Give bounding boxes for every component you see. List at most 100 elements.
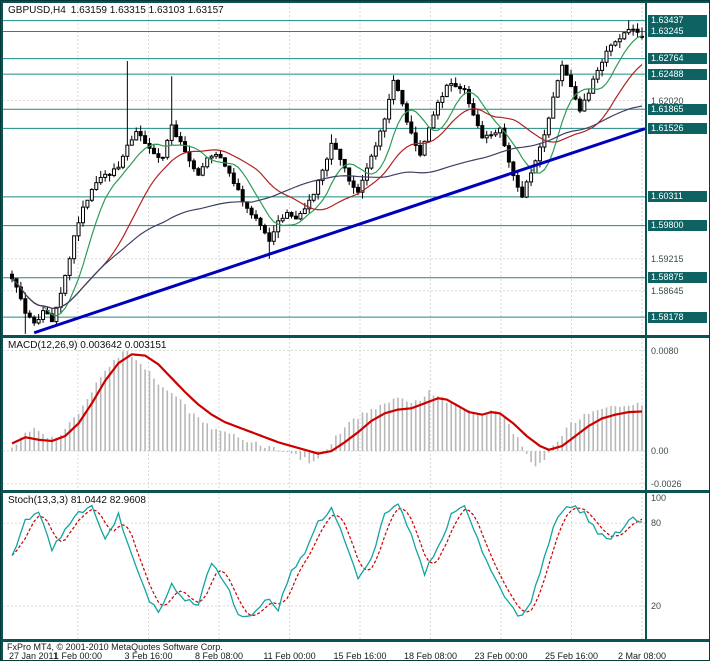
candle [36, 313, 41, 325]
candle [320, 168, 325, 186]
candle [391, 75, 396, 105]
candle [289, 211, 294, 219]
support-resistance-lines [3, 20, 645, 318]
stochastic-canvas[interactable] [3, 493, 645, 639]
candle [582, 93, 587, 112]
candle [41, 306, 46, 323]
candle [573, 81, 578, 101]
candle [183, 136, 188, 153]
candle [262, 223, 267, 235]
candle [240, 185, 245, 207]
time-axis-label: 25 Feb 16:00 [544, 651, 599, 661]
price-scale-label: 1.62020 [651, 95, 684, 106]
candle [631, 24, 636, 36]
candle [27, 310, 32, 319]
time-axis-label: 18 Feb 08:00 [403, 651, 458, 661]
candle [209, 154, 214, 164]
candle [200, 162, 205, 177]
macd-level-lines [3, 350, 645, 485]
candle [32, 315, 37, 326]
candle [120, 154, 125, 170]
candle [546, 116, 551, 138]
price-level-badge: 1.62764 [648, 53, 707, 65]
candle [378, 129, 383, 151]
time-axis-label: 23 Feb 00:00 [474, 651, 528, 661]
stochastic-title: Stoch(13,3,3) 81.0442 82.9608 [8, 495, 146, 506]
time-axis-label: 8 Feb 08:00 [194, 651, 244, 661]
candle [369, 153, 374, 170]
price-chart-panel[interactable]: GBPUSD,H4 1.63159 1.63315 1.63103 1.63157 [3, 3, 645, 335]
candle [608, 43, 613, 57]
candle [466, 85, 471, 108]
stochastic-panel[interactable]: Stoch(13,3,3) 81.0442 82.9608 [3, 493, 645, 639]
candle [418, 140, 423, 158]
candle [560, 60, 565, 87]
candle [196, 166, 201, 176]
price-level-badge: 1.60311 [648, 191, 707, 203]
candle [298, 210, 303, 221]
macd-scale[interactable]: 0.0080 0.00 -0.0026 [647, 338, 709, 490]
candle [586, 88, 591, 103]
candle [449, 78, 454, 92]
horizontal-gridlines [3, 100, 645, 292]
candle [169, 76, 174, 146]
price-level-badge: 1.61526 [648, 122, 707, 134]
candle [271, 225, 276, 246]
candle [329, 134, 334, 165]
candle [231, 168, 236, 187]
candle [515, 171, 520, 192]
stochastic-main-line [11, 503, 643, 618]
candle [382, 117, 387, 138]
moving-average-55 [11, 105, 643, 309]
price-level-badge: 1.63245 [648, 25, 707, 37]
candle [427, 126, 432, 142]
candle [178, 131, 183, 146]
candle [524, 179, 529, 199]
candle [222, 157, 227, 168]
price-level-badge: 1.58875 [648, 272, 707, 284]
candle [622, 31, 627, 41]
price-scale-label: 1.59215 [651, 253, 684, 264]
candle [143, 130, 148, 144]
candle [413, 126, 418, 152]
macd-title: MACD(12,26,9) 0.003642 0.003151 [8, 340, 167, 351]
candle [444, 83, 449, 98]
candle [205, 157, 210, 169]
trend-line[interactable] [33, 127, 645, 335]
candle [276, 215, 281, 239]
price-level-badge: 1.63437 [648, 15, 707, 27]
price-chart-canvas[interactable] [3, 3, 645, 335]
candle [604, 45, 609, 67]
candle [373, 142, 378, 160]
time-axis-label: 3 Feb 16:00 [124, 651, 173, 661]
candle [387, 93, 392, 124]
macd-canvas[interactable] [3, 338, 645, 490]
candle [640, 27, 644, 40]
candle [493, 129, 498, 137]
candle [18, 281, 23, 301]
candle [440, 92, 445, 109]
candle [54, 306, 59, 326]
stochastic-signal-line [11, 507, 643, 617]
candle [116, 161, 121, 171]
time-axis[interactable]: 27 Jan 2011 1 Feb 00:00 3 Feb 16:00 8 Feb 0… [3, 651, 709, 661]
candle [626, 20, 631, 35]
time-axis-label: 27 Jan 2011 [9, 651, 58, 661]
candle [160, 156, 165, 161]
time-axis-label: 15 Feb 16:00 [333, 651, 387, 661]
candle [89, 188, 94, 203]
stochastic-scale[interactable]: 100 80 20 [647, 493, 709, 639]
candle [107, 173, 112, 182]
vertical-gridlines [77, 493, 643, 639]
candle [435, 99, 440, 120]
candle [249, 205, 254, 219]
candle [453, 77, 458, 88]
candle [165, 138, 170, 160]
candles-layer [10, 20, 644, 334]
macd-panel[interactable]: MACD(12,26,9) 0.003642 0.003151 [3, 338, 645, 490]
candle [191, 158, 196, 172]
price-scale[interactable]: 1.63437 1.63245 1.62764 1.62488 1.61865 1.615… [647, 3, 709, 335]
candle [475, 108, 480, 129]
chart-title: GBPUSD,H4 1.63159 1.63315 1.63103 1.63157 [8, 5, 224, 16]
